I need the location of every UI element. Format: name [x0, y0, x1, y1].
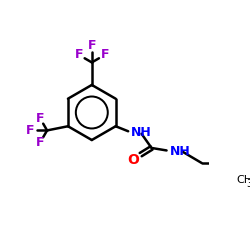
Text: F: F — [100, 48, 109, 62]
Text: F: F — [88, 39, 96, 52]
Text: F: F — [36, 136, 44, 149]
Text: CH: CH — [237, 176, 250, 186]
Text: O: O — [127, 153, 139, 167]
Text: NH: NH — [131, 126, 152, 140]
Text: 3: 3 — [246, 179, 250, 189]
Text: F: F — [36, 112, 44, 125]
Text: F: F — [26, 124, 35, 137]
Text: NH: NH — [170, 145, 191, 158]
Text: F: F — [74, 48, 83, 62]
